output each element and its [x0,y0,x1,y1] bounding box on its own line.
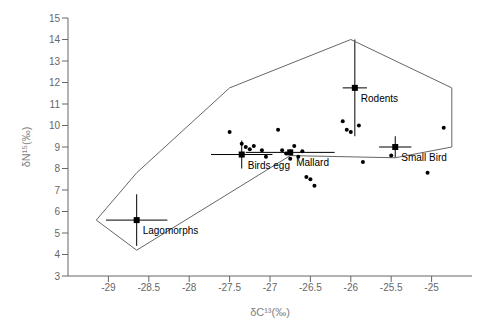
svg-text:δC¹³(‰): δC¹³(‰) [250,306,290,318]
svg-text:6: 6 [54,206,60,217]
svg-text:10: 10 [49,120,61,131]
svg-text:13: 13 [49,56,61,67]
svg-text:-25: -25 [424,282,439,293]
svg-text:9: 9 [54,142,60,153]
svg-text:8: 8 [54,163,60,174]
svg-text:11: 11 [50,99,61,110]
svg-text:3: 3 [54,271,60,282]
svg-text:Small Bird: Small Bird [401,152,447,163]
svg-text:14: 14 [49,34,61,45]
svg-text:-27.5: -27.5 [218,282,241,293]
svg-text:δN¹⁵(‰): δN¹⁵(‰) [20,127,32,168]
svg-text:Birds egg: Birds egg [248,160,290,171]
svg-text:Rodents: Rodents [361,93,398,104]
svg-text:-28: -28 [182,282,197,293]
svg-text:-27: -27 [263,282,278,293]
svg-text:5: 5 [54,228,60,239]
svg-text:Lagomorphs: Lagomorphs [143,225,199,236]
svg-text:7: 7 [54,185,60,196]
svg-text:-25.5: -25.5 [380,282,403,293]
svg-text:-26.5: -26.5 [299,282,322,293]
svg-text:12: 12 [49,77,61,88]
svg-text:-28.5: -28.5 [137,282,160,293]
svg-text:-26: -26 [344,282,359,293]
svg-text:Mallard: Mallard [296,157,329,168]
svg-text:15: 15 [49,13,61,24]
svg-text:-29: -29 [101,282,116,293]
svg-text:4: 4 [54,249,60,260]
